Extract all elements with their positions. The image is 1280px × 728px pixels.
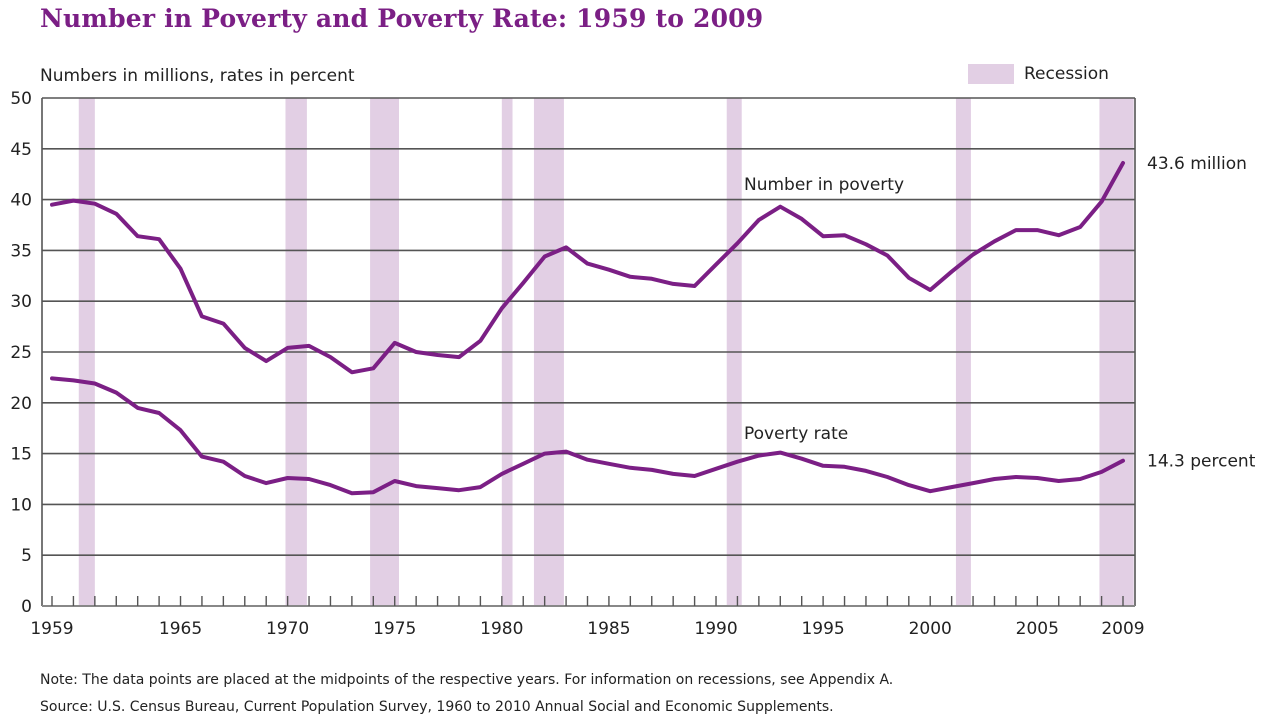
y-tick-label: 45: [10, 140, 32, 160]
recession-legend-label: Recession: [1024, 64, 1109, 84]
number-in-poverty-end-label: 43.6 million: [1147, 154, 1247, 174]
series-lines: [50, 161, 1125, 496]
x-tick-label: 1985: [587, 619, 630, 639]
poverty-rate-line: [50, 376, 1125, 496]
x-tick-label: 1965: [159, 619, 202, 639]
x-tick-label: 1975: [373, 619, 416, 639]
y-tick-label: 30: [10, 292, 32, 312]
chart-source: Source: U.S. Census Bureau, Current Popu…: [40, 699, 834, 715]
y-tick-label: 15: [10, 445, 32, 465]
chart-note: Note: The data points are placed at the …: [40, 672, 894, 688]
y-tick-label: 5: [21, 546, 32, 566]
y-tick-label: 35: [10, 241, 32, 261]
recession-legend-swatch: [968, 64, 1014, 84]
x-tick-label: 2000: [909, 619, 952, 639]
y-axis-units-label: Numbers in millions, rates in percent: [40, 66, 355, 86]
y-tick-label: 50: [10, 89, 32, 109]
x-tick-label: 1990: [694, 619, 737, 639]
number-in-poverty-series-label: Number in poverty: [744, 175, 904, 195]
axes: 0 5 10 15 20 25 30 35 40 45 50 1959 1965 1970 1975 1980…: [10, 89, 1144, 639]
poverty-rate-series-label: Poverty rate: [744, 424, 848, 444]
y-tick-label: 0: [21, 597, 32, 617]
x-tick-label: 1995: [801, 619, 844, 639]
x-tick-label: 1970: [266, 619, 309, 639]
y-tick-label: 25: [10, 343, 32, 363]
chart-title: Number in Poverty and Poverty Rate: 1959…: [40, 4, 764, 33]
y-tick-label: 40: [10, 191, 32, 211]
number-in-poverty-line: [50, 161, 1125, 375]
y-tick-label: 10: [10, 495, 32, 515]
x-tick-label: 2009: [1101, 619, 1144, 639]
poverty-rate-end-label: 14.3 percent: [1147, 452, 1256, 472]
gridlines: [42, 97, 1135, 557]
series-labels: 43.6 million 14.3 percent Number in povert…: [744, 154, 1256, 472]
x-tick-label: 1959: [30, 619, 73, 639]
legend: Recession: [968, 64, 1109, 84]
y-tick-label: 20: [10, 394, 32, 414]
x-tick-label: 2005: [1016, 619, 1059, 639]
x-tick-label: 1980: [480, 619, 523, 639]
